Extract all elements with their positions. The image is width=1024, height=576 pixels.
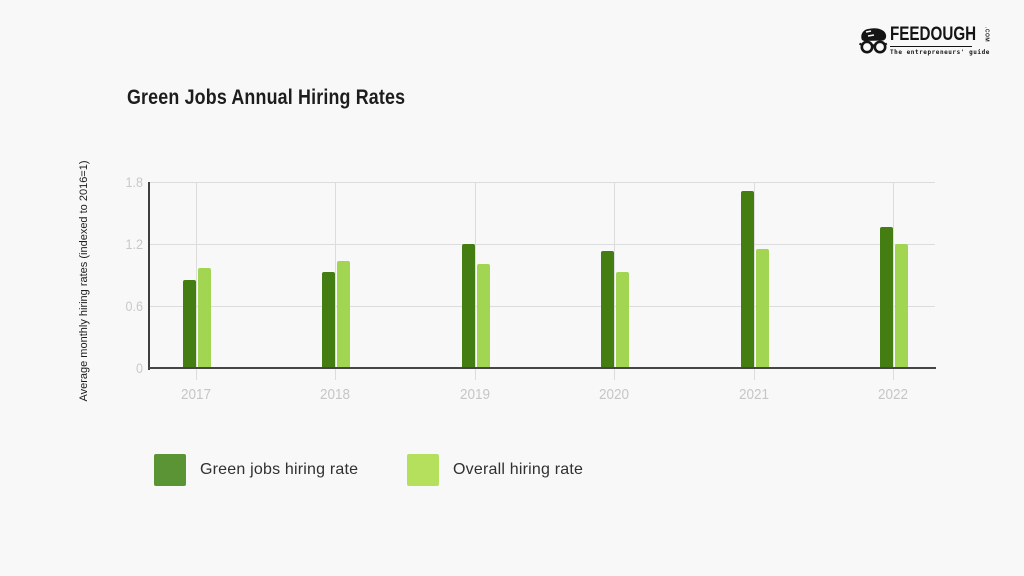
h-gridline	[150, 182, 935, 183]
bar-green-jobs-2017	[183, 280, 196, 368]
feedough-face-icon	[858, 28, 888, 54]
x-tick-label: 2017	[180, 386, 212, 403]
x-axis-line	[148, 367, 936, 369]
v-gridline	[335, 182, 336, 380]
v-gridline	[893, 182, 894, 380]
x-tick-label: 2020	[598, 386, 630, 403]
v-gridline	[614, 182, 615, 380]
x-tick-label: 2022	[877, 386, 909, 403]
bar-overall-2018	[337, 261, 350, 368]
y-axis-line	[148, 182, 150, 370]
bar-overall-2022	[895, 244, 908, 368]
logo-tld-text: .COM	[983, 27, 990, 43]
legend-item-green-jobs: Green jobs hiring rate	[154, 454, 407, 486]
chart-legend: Green jobs hiring rate Overall hiring rat…	[154, 454, 583, 486]
legend-label: Green jobs hiring rate	[200, 461, 359, 478]
y-tick-label: 0.6	[125, 298, 143, 314]
x-tick-label: 2019	[459, 386, 491, 403]
legend-swatch-green-jobs	[154, 454, 186, 486]
bar-green-jobs-2020	[601, 251, 614, 368]
v-gridline	[475, 182, 476, 380]
v-gridline	[754, 182, 755, 380]
bar-overall-2020	[616, 272, 629, 368]
bar-green-jobs-2018	[322, 272, 335, 368]
y-tick-label: 1.8	[125, 174, 143, 190]
bar-overall-2017	[198, 268, 211, 368]
bar-green-jobs-2019	[462, 244, 475, 368]
bar-green-jobs-2021	[741, 191, 754, 368]
x-tick-label: 2018	[319, 386, 351, 403]
y-tick-label: 1.2	[125, 236, 143, 252]
logo-brand-text: FEEDOUGH	[890, 24, 977, 45]
bar-green-jobs-2022	[880, 227, 893, 368]
bar-overall-2019	[477, 264, 490, 368]
h-gridline	[150, 244, 935, 245]
x-tick-label: 2021	[738, 386, 770, 403]
legend-swatch-overall	[407, 454, 439, 486]
h-gridline	[150, 306, 935, 307]
chart-title: Green Jobs Annual Hiring Rates	[127, 86, 406, 109]
legend-item-overall: Overall hiring rate	[407, 454, 583, 486]
v-gridline	[196, 182, 197, 380]
logo-tagline: The entrepreneurs' guide	[890, 46, 989, 56]
y-tick-label: 0	[135, 360, 143, 376]
legend-label: Overall hiring rate	[453, 461, 584, 478]
bar-overall-2021	[756, 249, 769, 368]
feedough-logo: FEEDOUGH .COM The entrepreneurs' guide	[858, 25, 990, 59]
logo-text-block: FEEDOUGH .COM The entrepreneurs' guide	[890, 25, 990, 56]
